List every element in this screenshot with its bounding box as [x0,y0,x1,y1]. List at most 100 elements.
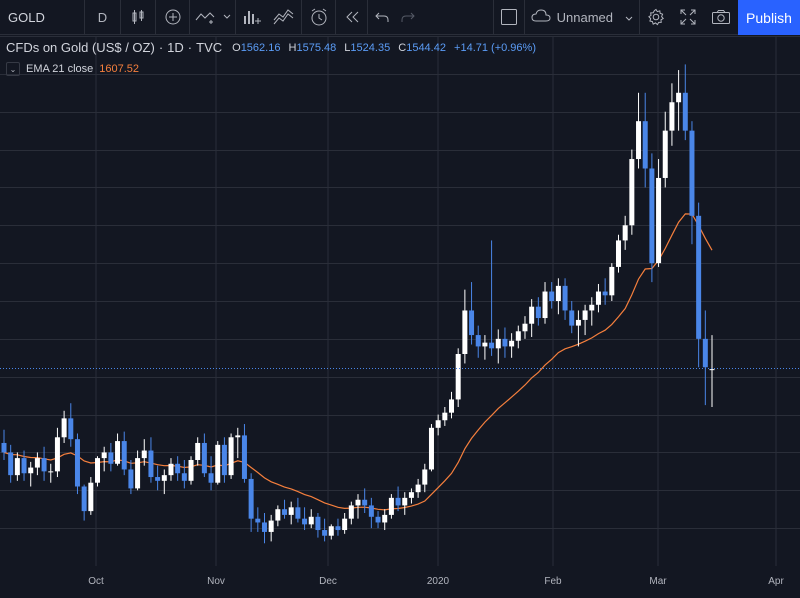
candle-body [28,467,34,474]
candle-body [489,342,495,349]
financials-button[interactable] [235,0,267,35]
ema-line [3,213,713,511]
symbol-search[interactable]: GOLD [0,0,85,35]
candle-body [515,331,521,341]
publish-button[interactable]: Publish [738,0,800,35]
settings-icon [647,8,665,26]
compare-icon [195,10,215,24]
candle-body [622,225,628,241]
candle-body [275,509,281,521]
close-label: C [398,41,407,54]
high-label: H [288,41,297,54]
indicators-button[interactable] [189,0,219,35]
low-label: L [344,41,351,54]
layout-grid-button[interactable] [494,0,524,35]
add-indicator-icon [164,8,182,26]
interval-button[interactable]: D [85,0,121,35]
candle-body [428,427,434,470]
candles [0,64,800,544]
layout-name-button[interactable]: Unnamed [525,0,639,35]
x-tick-label: Apr [768,576,784,587]
ema-value: 1607.52 [99,63,140,75]
chart-type-button[interactable] [121,0,155,35]
candle-body [676,92,682,103]
camera-icon [711,9,731,25]
candle-body [34,458,40,468]
candle-body [48,471,54,473]
candle-body [582,310,588,320]
candle-body [388,497,394,515]
candle-body [709,369,715,371]
candle-body [188,460,194,481]
candle-body [656,177,662,264]
fullscreen-button[interactable] [672,0,704,35]
publish-label: Publish [746,9,792,26]
candle-body [14,458,20,476]
templates-button[interactable] [267,0,301,35]
snapshot-button[interactable] [704,0,738,35]
candle-body [342,518,348,531]
alert-button[interactable] [301,0,335,35]
candle-body [662,130,668,178]
top-toolbar: GOLD D [0,0,800,35]
candle-body [682,92,688,131]
candle-body [455,354,461,400]
candle-body [382,514,388,523]
indicators-dropdown[interactable] [219,0,235,35]
candle-body [215,444,221,483]
candle-body [636,121,642,160]
symbol-legend: CFDs on Gold (US$ / OZ) · 1D · TVC O1562… [6,40,536,55]
candle-body [335,526,341,531]
candle-body [462,310,468,354]
candle-body [402,497,408,506]
legend-exchange: TVC [196,40,223,55]
candle-body [542,291,548,319]
x-tick-label: Oct [88,576,104,587]
ema-toggle[interactable]: ⌄ [6,62,20,76]
candle-body [141,450,147,459]
candle-body [21,458,27,474]
candles-icon [130,9,146,25]
candle-body [368,505,374,517]
candle-body [135,458,141,489]
price-chart[interactable]: Oct Nov Dec 2020 Feb Mar Apr [0,36,800,598]
candle-body [529,306,535,324]
redo-button[interactable] [395,0,421,35]
candle-body [328,526,334,536]
ema-polyline [3,213,713,511]
candle-body [589,304,595,311]
chevron-down-icon [223,14,231,20]
compare-button[interactable] [155,0,189,35]
candle-body [241,435,247,479]
candle-body [509,340,515,347]
replay-button[interactable] [335,0,367,35]
ohlc-values: O1562.16 H1575.48 L1524.35 C1544.42 +14.… [232,42,536,54]
candle-body [562,285,568,311]
candle-body [121,441,127,470]
candle-body [696,215,702,339]
candle-body [155,477,161,481]
candle-body [228,437,234,476]
candle-body [181,473,187,481]
time-axis: Oct Nov Dec 2020 Feb Mar Apr [88,576,784,587]
x-tick-label: Nov [207,576,225,587]
layout-name: Unnamed [556,9,613,25]
candle-body [248,478,254,519]
candle-body [302,518,308,525]
candle-body [495,338,501,349]
candle-body [235,435,241,438]
candle-body [108,452,114,464]
x-tick-label: Dec [319,576,337,587]
candle-body [348,505,354,519]
legend-interval: 1D [167,40,184,55]
undo-icon [374,11,389,23]
candle-body [669,102,675,131]
candle-body [61,418,67,438]
candle-body [1,442,7,453]
candle-body [702,338,708,368]
settings-button[interactable] [640,0,672,35]
candle-body [308,516,314,525]
candle-body [101,452,107,459]
candle-body [375,516,381,523]
undo-button[interactable] [367,0,395,35]
